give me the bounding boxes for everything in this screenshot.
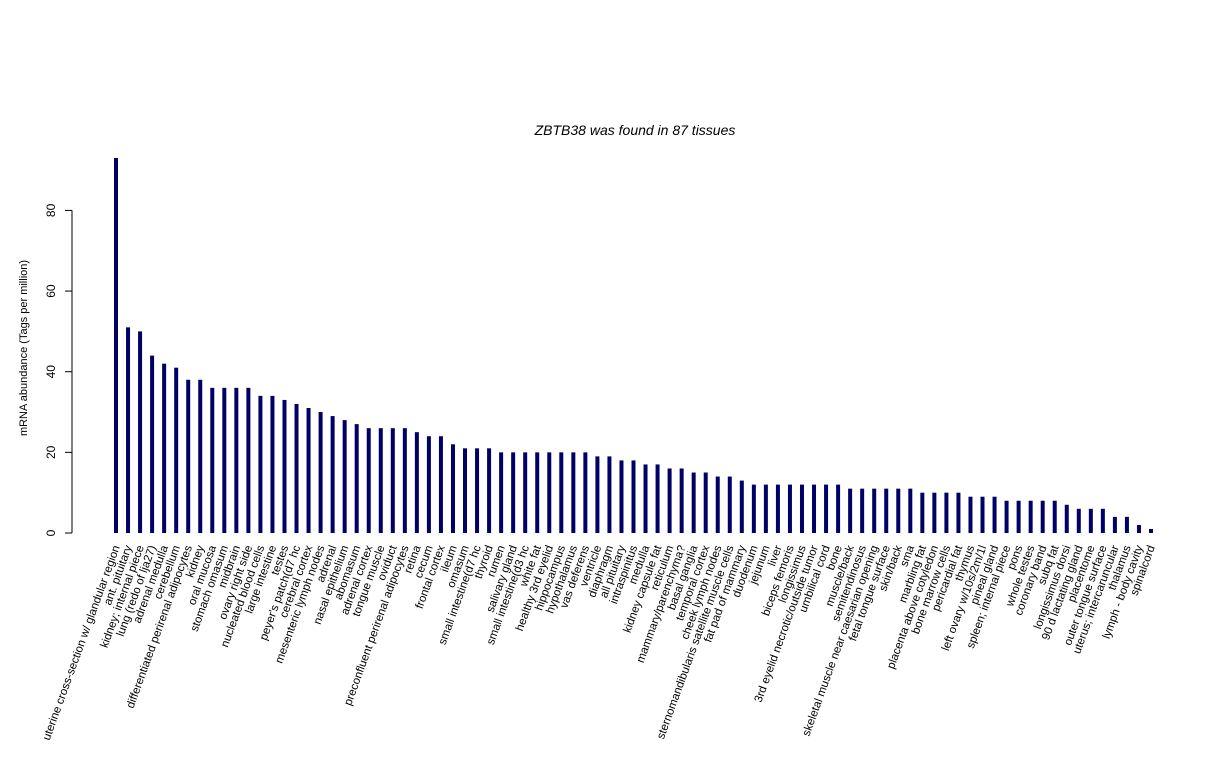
bar: [198, 379, 203, 533]
bar: [150, 355, 155, 533]
bar: [860, 488, 865, 533]
bar: [487, 448, 492, 533]
bar: [679, 468, 684, 533]
bar: [956, 492, 961, 533]
bar: [306, 408, 311, 533]
bar: [992, 496, 997, 533]
chart-title: ZBTB38 was found in 87 tissues: [534, 122, 736, 138]
bar: [499, 452, 504, 533]
bar: [896, 488, 901, 533]
bar: [450, 444, 455, 533]
bar: [282, 399, 287, 533]
bar: [908, 488, 913, 533]
bar: [1028, 500, 1033, 533]
bar: [980, 496, 985, 533]
bar: [1016, 500, 1021, 533]
bar: [354, 424, 359, 533]
bar: [366, 428, 371, 533]
bar: [126, 327, 131, 533]
bar: [920, 492, 925, 533]
bar: [547, 452, 552, 533]
bar: [559, 452, 564, 533]
bar: [944, 492, 949, 533]
bar: [1149, 528, 1153, 533]
bar: [342, 420, 347, 533]
y-tick-label: 20: [44, 445, 58, 459]
bar: [414, 432, 419, 533]
y-tick-label: 40: [44, 365, 58, 379]
y-tick-label: 0: [44, 529, 58, 536]
bar: [836, 484, 841, 533]
bar: [186, 379, 191, 533]
bar: [1088, 508, 1093, 533]
bar: [1136, 524, 1141, 533]
bar: [812, 484, 817, 533]
bar: [848, 488, 853, 533]
bar: [114, 158, 118, 533]
bar: [330, 416, 335, 533]
bar: [751, 484, 756, 533]
bar: [523, 452, 528, 533]
bar: [174, 367, 179, 533]
bar: [378, 428, 383, 533]
bar: [727, 476, 732, 533]
bar: [968, 496, 973, 533]
bar: [787, 484, 792, 533]
bar: [571, 452, 576, 533]
bar: [583, 452, 588, 533]
bar: [667, 468, 672, 533]
bar: [390, 428, 395, 533]
bar: [234, 387, 239, 533]
bar: [1124, 516, 1129, 533]
bar: [715, 476, 720, 533]
bar: [884, 488, 889, 533]
bar: [631, 460, 636, 533]
y-tick-label: 80: [44, 203, 58, 217]
y-axis: 0 20 40 60 80: [44, 203, 73, 536]
bar: [619, 460, 624, 533]
bar: [463, 448, 468, 533]
bar: [438, 436, 443, 533]
bar: [258, 395, 263, 533]
bar: [595, 456, 600, 533]
bar: [1004, 500, 1009, 533]
y-axis-label: mRNA abundance (Tags per million): [18, 260, 30, 436]
bar: [210, 387, 215, 533]
bar: [607, 456, 612, 533]
bar: [1076, 508, 1081, 533]
bar: [270, 395, 275, 533]
bar: [162, 363, 167, 533]
bar: [222, 387, 227, 533]
bar: [799, 484, 804, 533]
x-axis-labels: uterine cross-section w/ glandular regio…: [41, 543, 1158, 742]
bar: [402, 428, 407, 533]
bar: [511, 452, 516, 533]
bars-group: [114, 158, 1153, 533]
bar: [318, 412, 323, 533]
bar: [775, 484, 780, 533]
bar: [426, 436, 431, 533]
bar: [1064, 504, 1069, 533]
bar: [763, 484, 768, 533]
bar: [246, 387, 251, 533]
bar: [294, 403, 299, 533]
bar: [739, 480, 744, 533]
bar: [824, 484, 829, 533]
bar: [932, 492, 937, 533]
bar: [138, 331, 143, 533]
bar: [655, 464, 660, 533]
bar: [535, 452, 540, 533]
bar: [643, 464, 648, 533]
bar: [1040, 500, 1045, 533]
bar: [1100, 508, 1105, 533]
bar: [475, 448, 480, 533]
bar: [1052, 500, 1057, 533]
bar: [1112, 516, 1117, 533]
y-tick-label: 60: [44, 284, 58, 298]
bar: [703, 472, 708, 533]
bar: [691, 472, 696, 533]
bar: [872, 488, 877, 533]
